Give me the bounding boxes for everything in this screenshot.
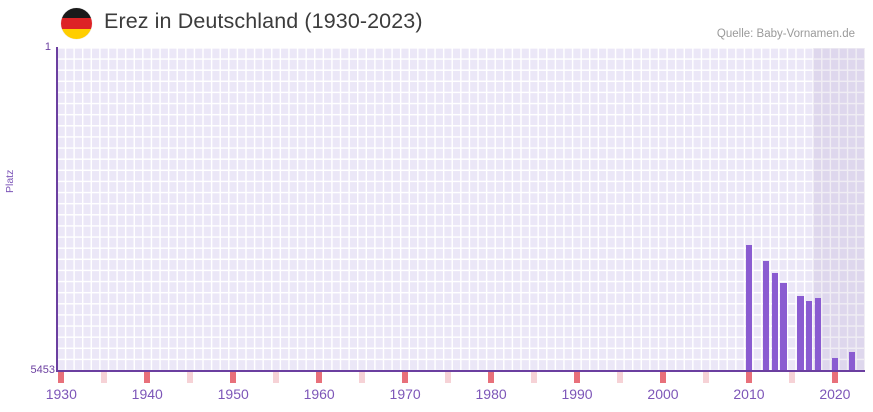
x-tick-mark-major [573,372,581,383]
x-axis-tick-marks [57,372,865,384]
x-tick-mark-minor [788,372,796,383]
x-tick-mark-minor [101,372,108,383]
flag-band-black [61,8,92,19]
y-axis-tick-label-top: 1 [44,41,51,53]
bar [797,296,804,371]
x-tick-mark-major [487,372,495,383]
x-axis-tick-labels: 1930 1940 1950 1960 1970 1980 1990 2000 2010 2020 [46,386,865,406]
x-axis-tick-label: 1990 [561,386,593,402]
y-axis-tick-label-bottom: 5453 [30,364,55,376]
x-axis-tick-label: 1960 [303,386,335,402]
x-axis-tick-label: 2020 [819,386,851,402]
bar [762,260,770,371]
x-tick-mark-minor [273,372,280,383]
bar [848,351,856,371]
grid-lines [57,48,865,371]
x-tick-mark-major [745,372,753,383]
x-axis-tick-label: 1980 [475,386,507,402]
x-axis-tick-label: 1940 [131,386,163,402]
x-axis-tick-label: 1970 [389,386,421,402]
bar [745,245,753,371]
bar [780,283,787,371]
x-tick-mark-minor [702,372,710,383]
x-tick-mark-minor [187,372,194,383]
bar-series [57,48,865,371]
x-tick-mark-major [230,372,237,383]
y-axis-line [56,47,58,372]
x-tick-mark-major [401,372,409,383]
flag-band-gold [61,28,92,39]
x-axis-tick-label: 1950 [217,386,249,402]
x-tick-mark-minor [616,372,624,383]
plot-area [57,48,865,371]
bar [771,273,778,371]
bar [805,301,813,371]
source-attribution: Quelle: Baby-Vornamen.de [716,28,855,40]
german-flag-icon [61,8,92,39]
x-tick-mark-major [831,372,839,383]
x-axis-tick-label: 2010 [733,386,765,402]
chart-header: Erez in Deutschland (1930-2023) Quelle: … [0,0,873,46]
x-tick-mark-minor [530,372,538,383]
x-axis-tick-label: 2000 [647,386,679,402]
y-axis-title: Platz [4,169,16,193]
x-tick-mark-major [58,372,65,383]
bar [814,298,821,371]
x-tick-mark-minor [444,372,452,383]
bar [831,358,839,371]
chart-title: Erez in Deutschland (1930-2023) [104,9,423,33]
flag-band-red [61,18,92,29]
x-axis-line [56,370,865,372]
x-tick-mark-major [315,372,323,383]
x-tick-mark-major [144,372,151,383]
x-tick-mark-major [659,372,667,383]
x-axis-tick-label: 1930 [45,386,77,402]
x-tick-mark-minor [358,372,366,383]
